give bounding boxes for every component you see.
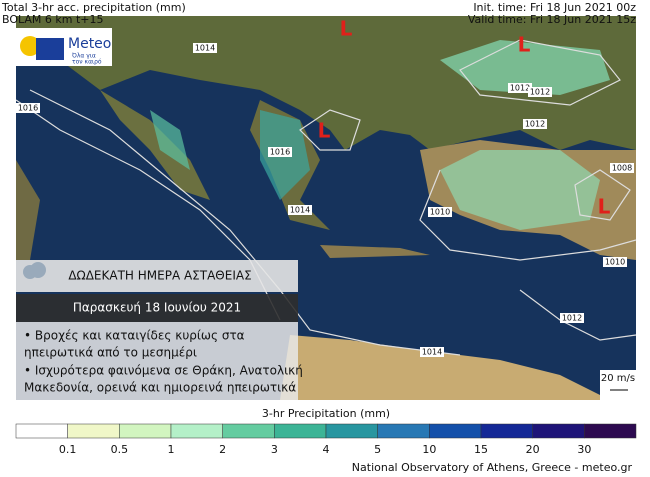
colorbar-title: 3-hr Precipitation (mm): [262, 407, 390, 420]
colorbar-swatch: [532, 423, 585, 439]
colorbar-label: 30: [577, 443, 591, 456]
header: Total 3-hr acc. precipitation (mm) BOLAM…: [1, 1, 636, 26]
isobar-label-bg: [610, 163, 634, 173]
colorbar-label: 10: [422, 443, 436, 456]
colorbar-swatch: [480, 423, 533, 439]
logo-tagline: τον καιρό: [72, 59, 102, 66]
colorbar-label: 2: [219, 443, 226, 456]
header-right: Valid time: Fri 18 Jun 2021 15z: [468, 13, 636, 26]
header-left: BOLAM 6 km t+15: [2, 13, 104, 26]
isobar-label: 1016: [18, 104, 38, 113]
isobar-label-bg: [560, 313, 584, 323]
info-line: • Βροχές και καταιγίδες κυρίως στα: [24, 329, 245, 343]
isobar-label-bg: [268, 147, 292, 157]
wind-scale: 20 m/s: [601, 373, 635, 384]
isobar-label: 1012: [530, 88, 550, 97]
isobar-label: 1014: [290, 206, 310, 215]
isobar-label: 1014: [195, 44, 215, 53]
logo: Meteo Όλα για τον καιρό: [16, 28, 112, 66]
isobar-label-bg: [528, 87, 552, 97]
info-line: Μακεδονία, ορεινά και ημιορεινά ηπειρωτι…: [24, 381, 296, 395]
info-date: Παρασκευή 18 Ιουνίου 2021: [73, 301, 241, 315]
isobar-label: 1012: [525, 120, 545, 129]
low-center: L: [518, 33, 531, 57]
isobar-label: 1010: [605, 258, 625, 267]
low-center: L: [598, 195, 611, 219]
low-center: L: [340, 17, 353, 41]
info-line: • Ισχυρότερα φαινόμενα σε Θράκη, Ανατολι…: [24, 364, 303, 378]
colorbar-swatch: [15, 423, 68, 439]
isobar-label: 1016: [270, 148, 290, 157]
isobar-label: 1008: [612, 164, 632, 173]
colorbar-label: 1: [168, 443, 175, 456]
colorbar-swatch: [584, 423, 637, 439]
colorbar-swatch: [119, 423, 172, 439]
colorbar-swatch: [429, 423, 482, 439]
low-center: L: [318, 119, 331, 143]
colorbar-label: 0.5: [111, 443, 129, 456]
isobar-label: 1010: [430, 208, 450, 217]
colorbar-label: 3: [271, 443, 278, 456]
isobar-label-bg: [288, 205, 312, 215]
logo-tagline: Όλα για: [71, 53, 96, 60]
info-line: ηπειρωτικά από το μεσημέρι: [24, 346, 197, 360]
colorbar-label: 0.1: [59, 443, 77, 456]
colorbar-swatch: [377, 423, 430, 439]
footer: National Observatory of Athens, Greece -…: [352, 461, 633, 474]
header-right: Init. time: Fri 18 Jun 2021 00z: [473, 1, 636, 14]
colorbar-swatch: [274, 423, 327, 439]
colorbar-label: 15: [474, 443, 488, 456]
isobar-label: 1014: [422, 348, 442, 357]
wind-scale-box: [600, 370, 636, 400]
isobar-label-bg: [16, 103, 40, 113]
colorbar-label: 5: [374, 443, 381, 456]
header-left: Total 3-hr acc. precipitation (mm): [1, 1, 186, 14]
isobar-label-bg: [603, 257, 627, 267]
logo-name: Meteo: [68, 36, 111, 52]
isobar-label-bg: [523, 119, 547, 129]
colorbar-swatch: [67, 423, 120, 439]
isobar-label-bg: [508, 83, 532, 93]
colorbar-swatch: [325, 423, 378, 439]
colorbar-swatch: [170, 423, 223, 439]
isobar-label-bg: [428, 207, 452, 217]
isobar-label-bg: [420, 347, 444, 357]
isobar-label: 1012: [510, 84, 530, 93]
info-box: ΔΩΔΕΚΑΤΗ ΗΜΕΡΑ ΑΣΤΑΘΕΙΑΣ Παρασκευή 18 Ιο…: [16, 260, 303, 400]
isobar-label: 1012: [562, 314, 582, 323]
colorbar-label: 20: [526, 443, 540, 456]
info-title: ΔΩΔΕΚΑΤΗ ΗΜΕΡΑ ΑΣΤΑΘΕΙΑΣ: [68, 269, 251, 283]
isobar-label-bg: [193, 43, 217, 53]
colorbar-swatch: [222, 423, 275, 439]
colorbar-label: 4: [323, 443, 330, 456]
